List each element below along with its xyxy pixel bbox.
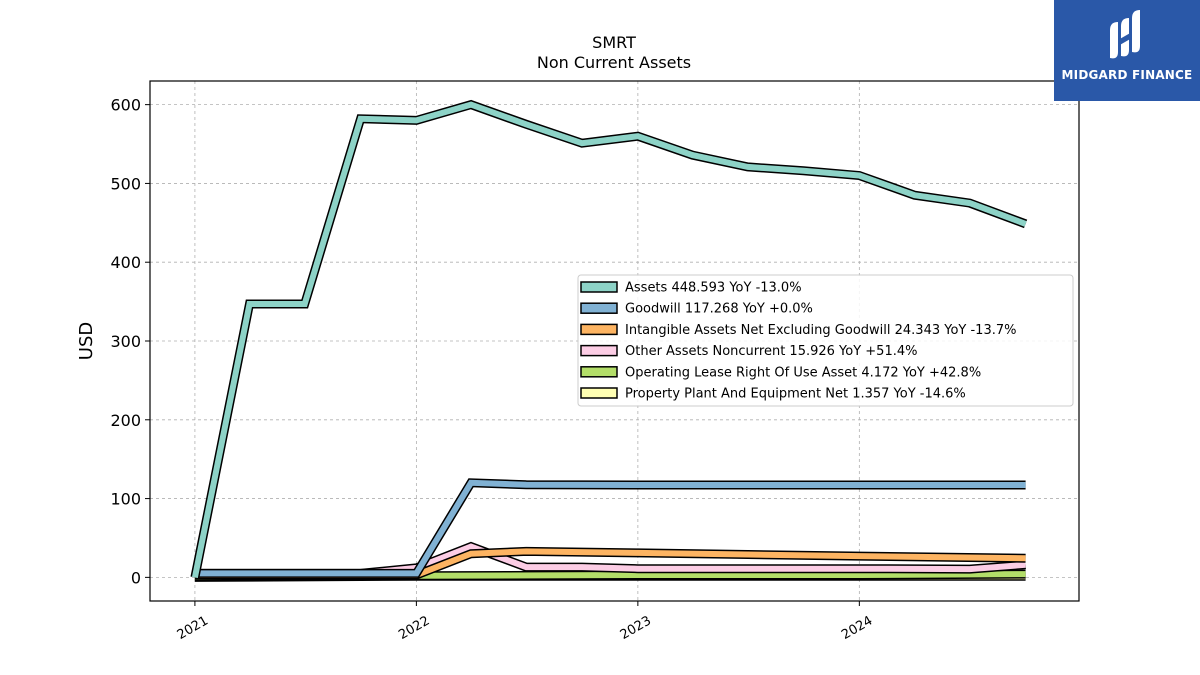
y-tick-label: 500 [110, 174, 141, 193]
series-line [191, 101, 1027, 578]
logo-text: MIDGARD FINANCE [1061, 68, 1193, 82]
x-tick-label: 2024 [839, 613, 875, 643]
y-tick-label: 100 [110, 490, 141, 509]
legend-entry: Assets 448.593 YoY -13.0% [625, 281, 802, 296]
legend-entry: Intangible Assets Net Excluding Goodwill… [625, 323, 1016, 338]
x-axis: 2021 2022 2023 2024 [175, 601, 875, 643]
legend-swatch [580, 344, 618, 357]
legend-entry: Other Assets Noncurrent 15.926 YoY +51.4… [625, 344, 917, 359]
legend-swatch [580, 281, 618, 293]
series-line [194, 548, 1026, 578]
chart-subtitle: Non Current Assets [537, 53, 691, 72]
legend-swatch [580, 323, 618, 336]
legend-swatch [580, 366, 618, 378]
legend-entry: Property Plant And Equipment Net 1.357 Y… [625, 387, 966, 402]
legend-swatch [580, 302, 618, 314]
x-tick-label: 2022 [396, 613, 432, 643]
legend-entry: Goodwill 117.268 YoY +0.0% [625, 302, 813, 317]
x-tick-label: 2023 [618, 613, 654, 643]
series-lines [190, 99, 1028, 582]
legend-box [577, 274, 1074, 407]
y-axis: 0 100 200 300 400 500 600 [110, 96, 150, 587]
midgard-logo-icon [1110, 10, 1140, 59]
y-tick-label: 200 [110, 411, 141, 430]
y-tick-label: 0 [131, 568, 141, 587]
y-tick-label: 400 [110, 253, 141, 272]
chart-title: SMRT [592, 33, 636, 52]
series-line [194, 479, 1026, 577]
x-tick-label: 2021 [175, 613, 211, 643]
y-axis-label: USD [76, 322, 97, 360]
brand-logo: MIDGARD FINANCE [1054, 0, 1200, 101]
y-tick-label: 300 [110, 332, 141, 351]
y-tick-label: 600 [110, 96, 141, 115]
legend-swatch [580, 387, 618, 399]
legend-entry: Operating Lease Right Of Use Asset 4.172… [625, 365, 981, 380]
legend: Assets 448.593 YoY -13.0% Goodwill 117.26… [577, 274, 1074, 407]
